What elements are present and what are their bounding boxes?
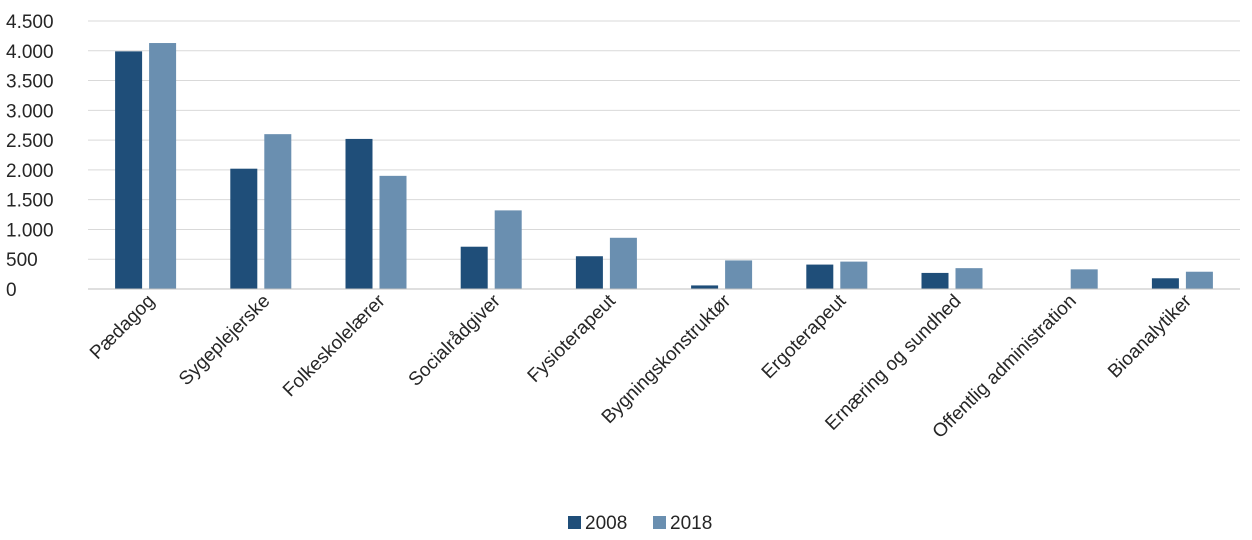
bars <box>115 43 1213 290</box>
bar-2008-7 <box>921 272 949 289</box>
bar-2018-5 <box>725 260 753 289</box>
bar-2008-2 <box>345 138 373 289</box>
bar-2018-9 <box>1185 271 1213 289</box>
category-label: Ergoterapeut <box>758 290 851 383</box>
bar-2008-6 <box>806 264 834 289</box>
bar-2018-4 <box>609 237 637 289</box>
y-tick-label: 3.000 <box>6 101 54 122</box>
legend-swatch-2018 <box>653 516 666 529</box>
bar-2018-1 <box>264 134 292 289</box>
bar-2008-9 <box>1151 278 1179 289</box>
bar-2008-3 <box>460 246 488 289</box>
y-tick-label: 3.500 <box>6 72 54 93</box>
gridlines <box>88 20 1240 260</box>
bar-2008-1 <box>230 168 258 289</box>
bar-2008-4 <box>575 256 603 289</box>
category-label: Sygeplejerske <box>175 291 274 390</box>
bar-2018-0 <box>149 43 177 290</box>
legend: 2008 2018 <box>568 513 712 534</box>
bar-2018-2 <box>379 175 407 289</box>
y-tick-label: 1.500 <box>6 191 54 212</box>
y-axis-ticks: 0 500 1.000 1.500 2.000 2.500 3.000 3.500 4.000 4… <box>6 12 54 301</box>
y-tick-label: 2.500 <box>6 131 54 152</box>
bar-2008-5 <box>691 285 719 289</box>
category-label: Bioanalytiker <box>1104 290 1196 382</box>
category-label: Fysioterapeut <box>524 290 621 387</box>
y-tick-label: 1.000 <box>6 220 54 241</box>
y-tick-label: 2.000 <box>6 161 54 182</box>
bar-2018-6 <box>840 261 868 289</box>
legend-label-2008: 2008 <box>585 513 627 534</box>
y-tick-label: 0 <box>6 280 17 301</box>
y-tick-label: 500 <box>6 250 38 271</box>
category-label: Bygningskonstruktør <box>598 290 736 428</box>
bar-2018-7 <box>955 268 983 289</box>
y-tick-label: 4.000 <box>6 42 54 63</box>
bar-2018-3 <box>494 210 522 289</box>
y-tick-label: 4.500 <box>6 12 54 33</box>
category-label: Folkeskolelærer <box>279 290 390 401</box>
category-label: Socialrådgiver <box>405 290 505 390</box>
category-labels: Pædagog Sygeplejerske Folkeskolelærer Socia… <box>86 290 1196 443</box>
legend-label-2018: 2018 <box>670 513 712 534</box>
bar-2018-8 <box>1070 269 1098 289</box>
category-label: Pædagog <box>86 291 159 364</box>
legend-swatch-2008 <box>568 516 581 529</box>
bar-2008-0 <box>115 51 143 289</box>
